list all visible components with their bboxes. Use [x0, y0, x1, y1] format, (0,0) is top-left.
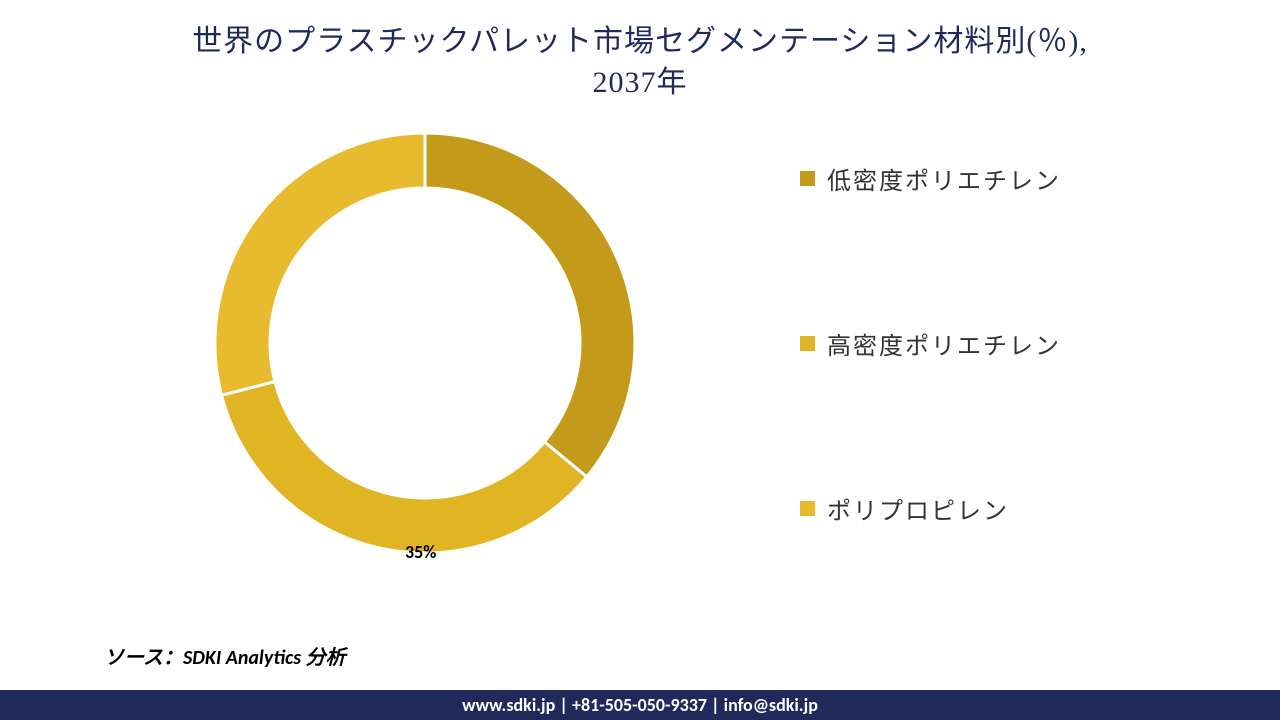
title-line-1: 世界のプラスチックパレット市場セグメンテーション材料別(％),: [192, 25, 1088, 58]
legend-label: 高密度ポリエチレン: [827, 326, 1061, 361]
legend-marker-icon: [800, 501, 815, 516]
legend-marker-icon: [800, 171, 815, 186]
legend-label: 低密度ポリエチレン: [827, 161, 1061, 196]
legend-item-2: ポリプロピレン: [800, 491, 1061, 526]
legend-item-0: 低密度ポリエチレン: [800, 161, 1061, 196]
donut-slice-1: [222, 382, 587, 553]
source-attribution: ソース：SDKI Analytics 分析: [104, 641, 346, 670]
title-line-2: 2037年: [593, 66, 688, 99]
donut-chart: 35%: [205, 123, 645, 563]
data-label-0: 35%: [405, 541, 436, 563]
footer-text: www.sdki.jp | +81-505-050-9337 | info@sd…: [462, 694, 818, 716]
donut-slice-2: [215, 133, 425, 395]
content-row: 35% 低密度ポリエチレン高密度ポリエチレンポリプロピレン: [0, 123, 1280, 563]
legend-item-1: 高密度ポリエチレン: [800, 326, 1061, 361]
legend-label: ポリプロピレン: [827, 491, 1009, 526]
donut-slice-0: [425, 133, 635, 477]
chart-title: 世界のプラスチックパレット市場セグメンテーション材料別(％), 2037年: [0, 0, 1280, 103]
footer-bar: www.sdki.jp | +81-505-050-9337 | info@sd…: [0, 690, 1280, 720]
donut-svg: [205, 123, 645, 563]
legend-marker-icon: [800, 336, 815, 351]
chart-legend: 低密度ポリエチレン高密度ポリエチレンポリプロピレン: [800, 161, 1061, 526]
